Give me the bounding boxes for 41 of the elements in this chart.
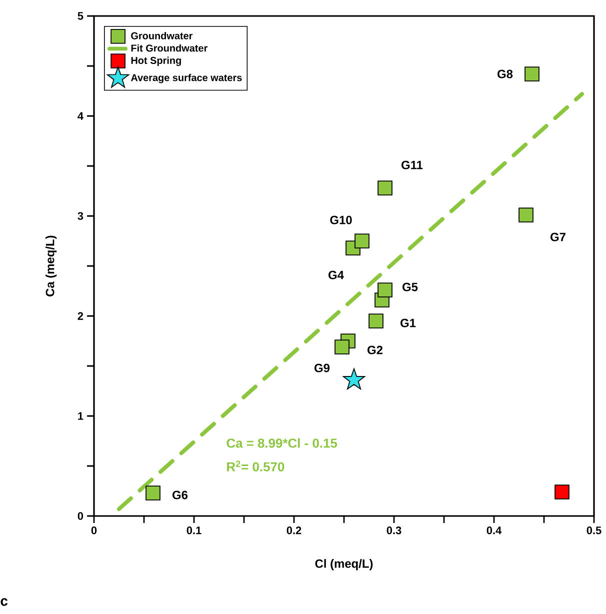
x-tick-label: 0.5	[586, 526, 602, 534]
annotation: G7	[550, 232, 566, 242]
y-axis-title: Ca (meq/L)	[45, 236, 57, 296]
y-tick-label: 0	[78, 512, 84, 520]
legend-label: Groundwater	[131, 32, 193, 40]
y-tick-label: 1	[78, 412, 84, 420]
annotation: G5	[402, 282, 418, 292]
legend-label: Hot Spring	[131, 56, 181, 66]
annotation: G1	[400, 318, 416, 328]
text: c	[0, 598, 8, 606]
x-tick-label: 0	[91, 526, 97, 534]
annotation: G4	[328, 270, 344, 280]
y-tick-label: 4	[78, 112, 84, 120]
y-tick-label: 2	[78, 312, 84, 320]
point	[146, 486, 160, 500]
point	[354, 234, 370, 248]
point	[342, 368, 366, 390]
annotation: G11	[402, 160, 423, 170]
x-tick-label: 0.4	[486, 526, 502, 534]
point	[334, 340, 350, 354]
annotation: G8	[498, 70, 513, 78]
point	[518, 208, 534, 222]
annotation: G9	[314, 364, 330, 372]
y-tick-label: 3	[78, 212, 84, 220]
point	[378, 282, 392, 298]
x-tick-label: 0.3	[386, 526, 402, 534]
annotation: Ca = 8.99*Cl - 0.15	[226, 438, 338, 448]
annotation: G6	[172, 490, 188, 500]
point	[368, 314, 384, 328]
point	[554, 484, 570, 500]
annotation: G2	[368, 346, 382, 354]
x-axis-title: Cl (meq/L)	[315, 559, 373, 570]
point	[524, 66, 540, 82]
y-tick-label: 5	[78, 12, 84, 20]
annotation: R$^{2}$= 0.570	[227, 460, 284, 472]
legend-label: Fit Groundwater	[131, 44, 208, 52]
point	[378, 180, 392, 196]
legend-label: Average surface waters	[130, 74, 242, 84]
annotation: G10	[330, 216, 352, 224]
x-tick-label: 0.1	[186, 526, 202, 534]
x-tick-label: 0.2	[286, 526, 302, 534]
